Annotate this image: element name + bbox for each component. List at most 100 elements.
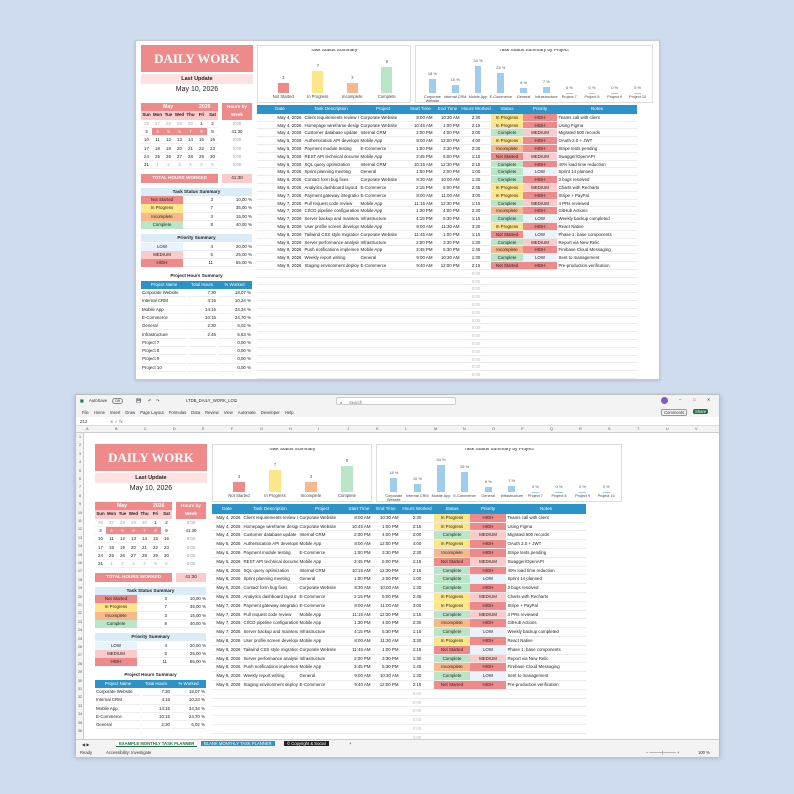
table-cell[interactable]: 11:45 AM [407,231,434,239]
table-cell[interactable]: 5:30 PM [434,246,461,255]
row-header[interactable]: 17 [78,569,82,574]
calendar-day[interactable]: 6 [207,161,218,170]
column-header[interactable]: M [434,427,438,431]
empty-cell[interactable] [407,340,434,348]
table-cell[interactable]: In Progress [434,522,470,532]
table-cell[interactable]: 4:15 PM [346,628,372,637]
row-header[interactable]: 4 [79,460,81,465]
search-box[interactable]: ⌕ Search [336,397,456,405]
empty-cell[interactable] [434,270,461,278]
table-cell[interactable]: 11:45 AM [346,646,372,655]
table-cell[interactable]: 4 PRs reviewed [557,200,637,208]
table-cell[interactable]: Using Figma [557,122,637,130]
table-cell[interactable]: Weekly backup completed [557,215,637,223]
column-header[interactable]: D [173,427,176,431]
table-cell[interactable]: 4:00 PM [434,129,461,138]
empty-cell[interactable] [407,309,434,317]
table-cell[interactable]: 9:40 AM [407,262,434,270]
table-cell[interactable]: 3:30 PM [434,239,461,247]
empty-cell[interactable] [557,356,637,364]
empty-cell[interactable] [359,324,407,333]
empty-cell[interactable] [407,371,434,379]
add-sheet-icon[interactable]: + [349,741,352,746]
table-cell[interactable]: Report via New Relic [506,655,586,664]
table-cell[interactable]: Push notifications implementation [303,247,359,255]
empty-cell[interactable]: 0:00 [461,309,491,317]
empty-cell[interactable] [407,324,434,333]
table-cell[interactable]: 8:00 AM [407,192,434,200]
minimize-icon[interactable]: – [679,397,682,402]
table-cell[interactable]: Migrated 500 records [557,129,637,138]
table-cell[interactable]: 1:00 [461,168,491,177]
table-cell[interactable]: Weekly report writing [303,254,359,262]
table-cell[interactable]: May 6, 2026 [257,161,303,169]
calendar-day[interactable]: 27 [128,551,139,561]
empty-cell[interactable] [491,293,523,301]
table-cell[interactable]: May 7, 2026 [257,215,303,223]
empty-cell[interactable] [372,699,400,708]
table-cell[interactable]: Tailwind CSS style migration [303,231,359,239]
row-header[interactable]: 2 [79,443,81,448]
empty-cell[interactable] [523,324,557,333]
row-header[interactable]: 7 [79,485,81,490]
table-cell[interactable]: HIGH [523,145,557,153]
table-cell[interactable]: 2:15 [461,262,491,270]
table-cell[interactable]: 12:00 PM [434,137,461,145]
empty-cell[interactable] [298,725,346,734]
empty-cell[interactable] [407,348,434,356]
empty-cell[interactable]: 0:00 [400,716,434,725]
calendar-day[interactable]: 29 [174,119,185,128]
table-cell[interactable]: Internal CRM [359,129,407,138]
empty-cell[interactable] [298,699,346,708]
empty-cell[interactable] [257,301,303,309]
table-cell[interactable]: 10:00 AM [372,584,400,593]
table-cell[interactable]: 12:00 PM [372,540,400,549]
table-cell[interactable]: Mobile App [359,246,407,255]
table-cell[interactable]: Complete [434,672,470,681]
empty-cell[interactable] [303,293,359,301]
calendar-day[interactable]: 5 [196,161,207,170]
calendar-day[interactable]: 1 [106,560,117,569]
empty-cell[interactable] [491,356,523,364]
avatar[interactable] [661,397,668,404]
table-cell[interactable]: Customer database update [303,130,359,138]
table-cell[interactable]: 1:15 [400,646,434,655]
calendar-day[interactable]: 29 [128,518,139,527]
table-cell[interactable]: GitHub Actions [557,207,637,216]
table-cell[interactable]: E-Commerce [298,549,346,558]
column-header[interactable]: F [231,427,234,431]
table-cell[interactable]: May 5, 2026 [212,540,242,549]
table-cell[interactable]: In Progress [491,184,523,192]
empty-cell[interactable] [359,301,407,309]
table-cell[interactable]: 10:30 AM [434,114,461,122]
table-cell[interactable]: Corporate Website [359,231,407,239]
table-cell[interactable]: Mobile App [298,540,346,549]
empty-cell[interactable]: 0:00 [461,371,491,379]
table-cell[interactable]: 3:30 PM [372,549,400,558]
maximize-icon[interactable]: □ [693,397,696,402]
empty-cell[interactable] [470,707,506,717]
table-cell[interactable]: Mobile App [298,619,346,629]
table-cell[interactable]: Swagger/OpenAPI [506,558,586,567]
table-cell[interactable]: 1:15 [461,215,491,223]
calendar-day[interactable]: 22 [150,543,161,552]
calendar-day[interactable]: 18 [106,543,117,552]
calendar-day[interactable]: 5 [163,127,174,137]
table-cell[interactable]: May 7, 2026 [257,192,303,200]
table-cell[interactable]: Pre-production verification [506,681,586,690]
table-cell[interactable]: Corporate Website [298,646,346,655]
table-cell[interactable]: HIGH [470,584,506,593]
table-cell[interactable]: Complete [434,566,470,576]
table-cell[interactable]: Sprint planning meeting [242,575,298,585]
table-cell[interactable]: 1:00 PM [434,122,461,130]
table-cell[interactable]: React Native [506,637,586,646]
table-cell[interactable]: HIGH [470,513,506,523]
table-cell[interactable]: Internal CRM [298,567,346,576]
empty-cell[interactable] [523,348,557,356]
calendar-day[interactable]: 25 [106,551,117,561]
empty-cell[interactable] [491,309,523,317]
table-cell[interactable]: 2:15 [400,523,434,532]
table-cell[interactable]: 40% load time reduction [557,161,637,169]
empty-cell[interactable] [434,340,461,348]
ribbon-tab-home[interactable]: Home [93,410,105,415]
